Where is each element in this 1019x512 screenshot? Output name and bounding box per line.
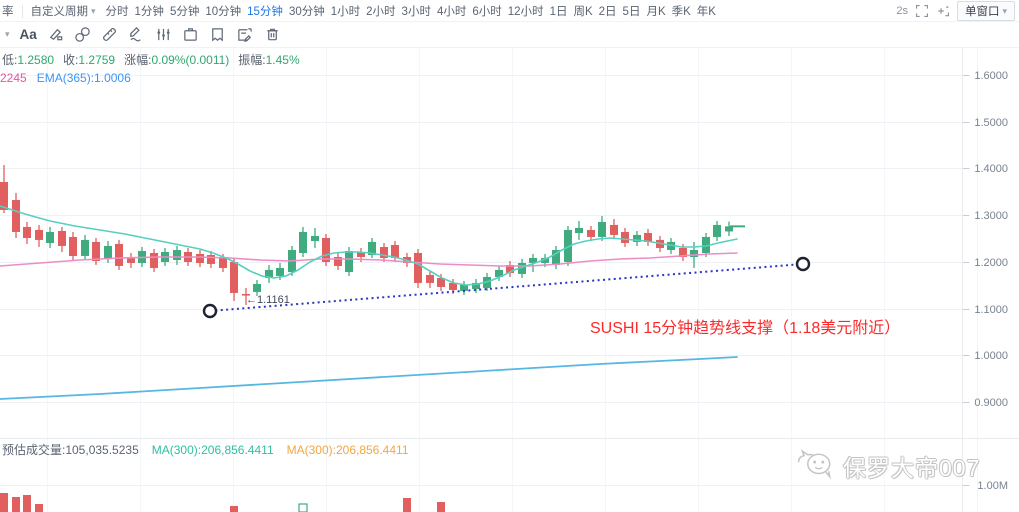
volume-pane-header: 预估成交量:105,035.5235 MA(300):206,856.4411 MA… (2, 441, 409, 458)
timeframe-item-9[interactable]: 4小时 (436, 6, 467, 18)
timeframe-item-5[interactable]: 30分钟 (288, 6, 325, 18)
timeframe-item-10[interactable]: 6小时 (472, 6, 502, 18)
fullscreen-icon[interactable] (915, 4, 929, 18)
toolbar-divider (21, 4, 23, 18)
copy-icon[interactable] (209, 26, 226, 43)
timeframe-list: 分时 1分钟 5分钟 10分钟 15分钟 30分钟 1小时 2小时 3小时 4小时 6小时 12小时 1… (106, 3, 722, 19)
estimated-volume-value: 预估成交量:105,035.5235 (2, 443, 139, 457)
shapes-icon[interactable] (74, 26, 91, 43)
price-tick-1.2000: 1.2000 (974, 256, 1008, 269)
screenshot-icon[interactable] (182, 26, 199, 43)
chevron-down-icon: ▾ (1002, 5, 1007, 16)
ema-readout: 2245 EMA(365):1.0006 (0, 71, 131, 85)
timeframe-item-15[interactable]: 5日 (622, 6, 641, 18)
freehand-draw-icon[interactable] (128, 26, 145, 43)
timeframe-item-1[interactable]: 1分钟 (134, 6, 164, 18)
close-label: 收: (63, 53, 79, 67)
timeframe-item-8[interactable]: 3小时 (401, 6, 431, 18)
price-tick-1.1000: 1.1000 (974, 303, 1008, 316)
timeframe-item-0[interactable]: 分时 (105, 6, 129, 18)
ruler-icon[interactable] (101, 26, 118, 43)
custom-period-dropdown[interactable]: 自定义周期 ▾ (31, 3, 96, 19)
custom-period-label: 自定义周期 (30, 6, 89, 18)
resolution-partial-label: 率 (2, 6, 14, 18)
ema365-value: EMA(365):1.0006 (36, 71, 131, 85)
volume-ma-teal-value: MA(300):206,856.4411 (151, 443, 274, 457)
timeframe-item-14[interactable]: 2日 (598, 6, 617, 18)
window-mode-label: 单窗口 (964, 6, 1000, 18)
price-tick-1.4000: 1.4000 (974, 162, 1008, 175)
trendline-support-annotation: SUSHI 15分钟趋势线支撑（1.18美元附近） (590, 320, 901, 337)
timeframe-item-2[interactable]: 5分钟 (169, 6, 200, 18)
watermark-text: 保罗大帝007 (843, 454, 981, 481)
watermark: 保罗大帝007 (795, 446, 980, 485)
drawing-toolbar: ▾ Aa (0, 22, 1019, 48)
timeframe-item-7[interactable]: 2小时 (366, 6, 396, 18)
template-edit-icon[interactable] (236, 26, 254, 43)
timeframe-item-4[interactable]: 15分钟 (247, 6, 283, 18)
window-mode-button[interactable]: 单窗口 ▾ (956, 1, 1015, 21)
price-tick-1.5000: 1.5000 (974, 116, 1008, 129)
chevron-down-icon: ▾ (91, 5, 96, 16)
timeframe-item-12[interactable]: 1日 (549, 6, 568, 18)
change-value: 0.09%(0.0011) (151, 53, 230, 67)
measure-icon[interactable] (155, 26, 172, 43)
volume-ma-orange-value: MA(300):206,856.4411 (286, 443, 409, 457)
price-tick-1.0000: 1.0000 (974, 349, 1008, 362)
timeframe-item-13[interactable]: 周K (573, 6, 593, 18)
text-tool[interactable]: Aa (19, 27, 37, 42)
low-point-label: ←1.1161 (246, 294, 290, 306)
timeframe-item-17[interactable]: 季K (671, 6, 691, 18)
price-tick-1.3000: 1.3000 (974, 209, 1008, 222)
amplitude-value: 1.45% (265, 53, 300, 67)
change-label: 涨幅: (124, 53, 152, 67)
timeframe-toolbar: 率 自定义周期 ▾ 分时 1分钟 5分钟 10分钟 15分钟 30分钟 1小时 2小时 3小时 4… (0, 0, 1019, 22)
low-label: 低: (2, 53, 18, 67)
timeframe-item-16[interactable]: 月K (646, 6, 666, 18)
brush-icon[interactable] (47, 26, 64, 43)
low-value: 1.2580 (17, 53, 55, 67)
ohlc-readout: 低:1.2580 收:1.2759 涨幅:0.09%(0.0011) 振幅:1.45% (2, 51, 309, 68)
trash-icon[interactable] (264, 26, 281, 43)
timeframe-item-11[interactable]: 12小时 (507, 6, 544, 18)
price-tick-0.9000: 0.9000 (974, 396, 1008, 409)
timeframe-item-6[interactable]: 1小时 (330, 6, 361, 18)
ema-partial-value: 2245 (0, 71, 27, 85)
amplitude-label: 振幅: (238, 53, 266, 67)
refresh-interval-label: 2s (896, 5, 908, 17)
new-pane-icon[interactable] (936, 4, 950, 18)
price-tick-1.6000: 1.6000 (974, 69, 1008, 82)
timeframe-item-18[interactable]: 年K (696, 6, 716, 18)
wechat-watermark-icon (795, 446, 837, 485)
volume-tick-1.00M: 1.00M (977, 479, 1008, 492)
chevron-down-icon[interactable]: ▾ (5, 29, 10, 39)
toolbar-right-group: 2s 单窗口 ▾ (896, 1, 1015, 21)
timeframe-item-3[interactable]: 10分钟 (205, 6, 242, 18)
close-value: 1.2759 (78, 53, 116, 67)
